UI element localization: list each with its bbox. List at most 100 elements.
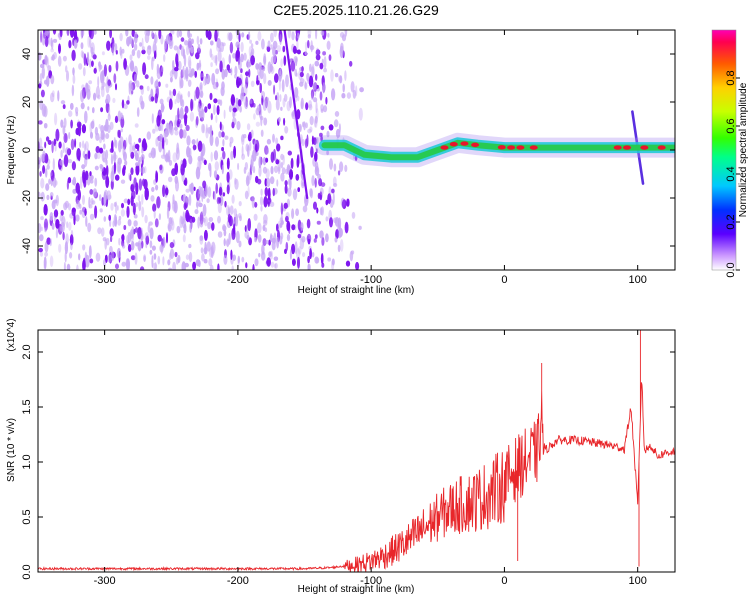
noise-speck <box>176 30 180 38</box>
noise-speck <box>345 260 351 267</box>
noise-speck <box>238 213 242 219</box>
noise-speck <box>282 45 286 53</box>
noise-speck <box>261 91 265 99</box>
noise-speck <box>160 34 164 45</box>
noise-speck <box>115 60 119 72</box>
noise-speck <box>260 188 263 196</box>
spectrogram-y-tick-label: 0 <box>21 147 33 153</box>
noise-speck <box>322 82 326 94</box>
noise-speck <box>295 57 298 67</box>
noise-speck <box>113 137 116 147</box>
noise-speck <box>228 32 233 42</box>
noise-speck <box>328 124 334 131</box>
noise-speck <box>138 200 142 212</box>
noise-speck <box>115 263 119 270</box>
snr-y-tick-label: 0.5 <box>21 509 33 524</box>
noise-speck <box>299 81 304 87</box>
noise-speck <box>237 162 240 171</box>
snr-series-line <box>38 330 675 572</box>
noise-speck <box>308 75 314 88</box>
noise-speck <box>196 47 201 55</box>
colorbar-gradient <box>712 30 736 270</box>
noise-speck <box>95 146 100 154</box>
noise-speck <box>262 238 267 247</box>
noise-speck <box>219 99 223 106</box>
noise-speck <box>172 88 177 97</box>
noise-speck <box>246 123 251 131</box>
noise-speck <box>233 145 237 159</box>
noise-speck <box>110 202 114 211</box>
noise-speck <box>263 73 267 85</box>
noise-speck <box>344 70 347 81</box>
noise-speck <box>49 192 54 198</box>
colorbar-tick-label: 0.6 <box>725 118 737 133</box>
noise-speck <box>283 55 287 66</box>
noise-speck <box>223 229 227 237</box>
noise-speck <box>127 244 132 252</box>
noise-speck <box>319 230 324 239</box>
noise-speck <box>249 39 253 44</box>
noise-speck <box>51 200 56 210</box>
noise-speck <box>202 123 206 134</box>
noise-speck <box>199 38 203 45</box>
noise-speck <box>123 198 129 204</box>
noise-speck <box>230 94 235 106</box>
noise-speck <box>287 150 292 156</box>
noise-speck <box>215 54 218 66</box>
ridge-hotspot <box>440 145 449 150</box>
noise-speck <box>310 40 313 53</box>
noise-speck <box>329 158 333 170</box>
noise-speck <box>169 91 173 100</box>
noise-speck <box>153 253 157 260</box>
noise-speck <box>164 129 169 138</box>
noise-speck <box>259 66 264 80</box>
noise-speck <box>87 35 90 48</box>
noise-speck <box>221 68 226 80</box>
ridge-hotspot <box>497 145 506 150</box>
noise-speck <box>321 236 325 246</box>
noise-speck <box>180 94 183 107</box>
noise-speck <box>187 37 193 51</box>
noise-speck <box>182 234 186 243</box>
noise-speck <box>125 137 128 147</box>
noise-speck <box>255 63 259 70</box>
noise-speck <box>139 266 145 270</box>
noise-speck <box>103 64 107 77</box>
noise-speck <box>125 258 130 269</box>
noise-speck <box>199 82 203 90</box>
noise-speck <box>201 123 205 134</box>
noise-speck <box>58 43 61 54</box>
noise-speck <box>238 240 242 248</box>
noise-speck <box>75 106 79 114</box>
noise-speck <box>145 235 150 245</box>
noise-speck <box>339 161 344 172</box>
noise-speck <box>157 234 162 242</box>
spectrogram-x-tick-label: -200 <box>227 274 249 286</box>
noise-speck <box>278 70 282 82</box>
noise-speck <box>293 49 298 54</box>
noise-speck <box>247 185 250 197</box>
noise-speck <box>273 54 277 65</box>
noise-speck <box>125 30 129 37</box>
noise-speck <box>46 164 50 170</box>
noise-speck <box>128 134 132 145</box>
noise-speck <box>277 166 281 175</box>
noise-speck <box>80 30 84 39</box>
noise-speck <box>224 249 227 259</box>
noise-speck <box>250 43 254 49</box>
noise-speck <box>85 254 90 268</box>
noise-speck <box>102 82 106 87</box>
noise-speck <box>329 158 333 170</box>
noise-speck <box>184 113 188 126</box>
noise-speck <box>94 152 98 160</box>
noise-speck <box>304 41 308 52</box>
noise-speck <box>225 205 231 217</box>
noise-speck <box>95 252 101 262</box>
noise-speck <box>309 44 315 51</box>
noise-speck <box>313 201 317 210</box>
noise-speck <box>105 133 110 139</box>
noise-speck <box>168 98 173 110</box>
noise-speck <box>352 89 357 99</box>
noise-speck <box>131 49 136 57</box>
noise-speck <box>276 45 281 53</box>
